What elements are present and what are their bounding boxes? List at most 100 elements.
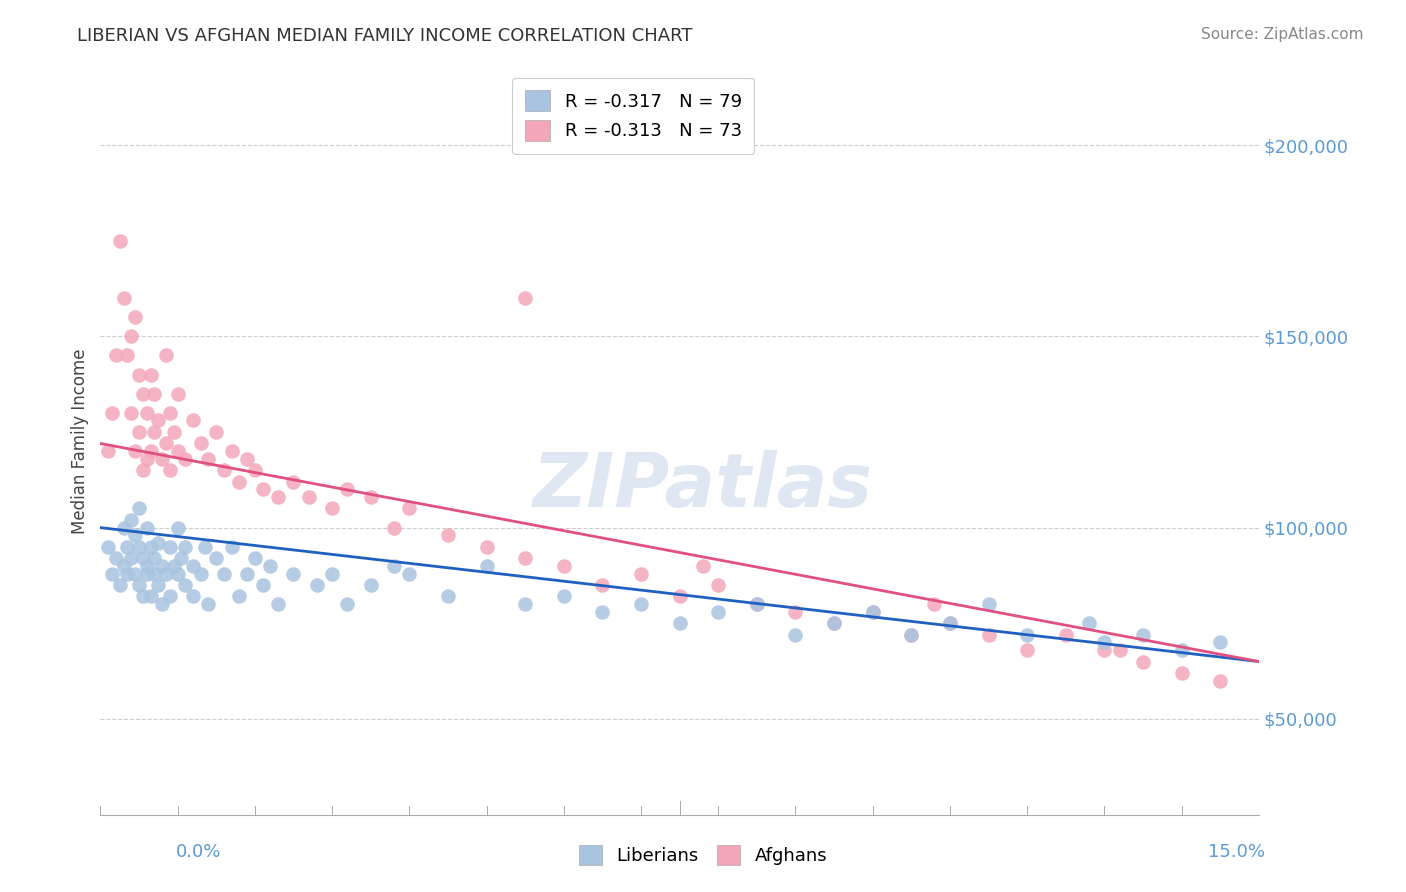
Point (194, 540, 217, 554)
Point (475, 540, 498, 554)
Point (336, 483, 359, 497)
Point (108, 578, 131, 592)
Point (155, 436, 177, 450)
Point (205, 425, 228, 439)
Point (437, 528, 460, 542)
Point (1108, 643, 1130, 657)
Point (128, 425, 150, 439)
Point (785, 605, 807, 619)
Point (475, 558, 498, 573)
Point (174, 540, 197, 554)
Point (120, 513, 142, 527)
Point (1132, 628, 1154, 642)
Point (135, 566, 157, 581)
Point (221, 540, 243, 554)
Point (823, 616, 845, 631)
Point (143, 566, 166, 581)
Point (166, 566, 188, 581)
Point (591, 578, 613, 592)
Point (128, 578, 150, 592)
Legend: Liberians, Afghans: Liberians, Afghans (569, 836, 837, 874)
Point (159, 590, 181, 604)
Point (668, 590, 690, 604)
Point (117, 540, 139, 554)
Point (1132, 655, 1154, 669)
Point (398, 566, 420, 581)
Point (924, 597, 946, 611)
Point (132, 386, 155, 401)
Point (692, 558, 714, 573)
Point (117, 566, 139, 581)
Point (108, 234, 131, 248)
Point (150, 451, 173, 466)
Point (228, 590, 250, 604)
Point (139, 444, 162, 458)
Point (398, 501, 420, 516)
Point (112, 558, 135, 573)
Point (181, 590, 204, 604)
Point (668, 616, 690, 631)
Point (159, 463, 181, 477)
Point (148, 413, 170, 427)
Point (159, 540, 181, 554)
Point (132, 551, 155, 566)
Point (120, 406, 142, 420)
Point (283, 566, 305, 581)
Point (104, 551, 127, 566)
Point (101, 566, 124, 581)
Point (267, 597, 290, 611)
Point (1209, 635, 1232, 649)
Point (283, 475, 305, 489)
Point (166, 386, 188, 401)
Point (252, 483, 274, 497)
Point (553, 590, 575, 604)
Point (1092, 643, 1115, 657)
Point (197, 597, 219, 611)
Y-axis label: Median Family Income: Median Family Income (72, 349, 89, 534)
Point (785, 628, 807, 642)
Point (197, 451, 219, 466)
Point (150, 558, 173, 573)
Point (155, 348, 177, 362)
Point (221, 444, 243, 458)
Point (513, 551, 536, 566)
Point (212, 463, 235, 477)
Point (166, 444, 188, 458)
Point (939, 616, 962, 631)
Point (591, 605, 613, 619)
Point (143, 386, 166, 401)
Point (155, 566, 177, 581)
Point (143, 425, 166, 439)
Point (267, 490, 290, 504)
Point (163, 425, 186, 439)
Point (163, 558, 186, 573)
Point (382, 558, 405, 573)
Point (120, 329, 142, 343)
Point (298, 490, 321, 504)
Point (135, 558, 157, 573)
Point (135, 406, 157, 420)
Point (150, 597, 173, 611)
Point (139, 368, 162, 382)
Point (513, 291, 536, 305)
Point (630, 597, 652, 611)
Point (1170, 665, 1192, 680)
Text: LIBERIAN VS AFGHAN MEDIAN FAMILY INCOME CORRELATION CHART: LIBERIAN VS AFGHAN MEDIAN FAMILY INCOME … (77, 27, 693, 45)
Point (143, 551, 166, 566)
Point (205, 551, 228, 566)
Point (117, 348, 139, 362)
Point (321, 501, 343, 516)
Point (259, 558, 281, 573)
Point (360, 578, 382, 592)
Point (1170, 643, 1192, 657)
Point (190, 436, 212, 450)
Point (120, 551, 142, 566)
Point (630, 566, 652, 581)
Point (382, 521, 405, 535)
Point (139, 540, 162, 554)
Point (707, 578, 730, 592)
Point (101, 406, 124, 420)
Point (1077, 616, 1099, 631)
Point (862, 605, 884, 619)
Point (360, 490, 382, 504)
